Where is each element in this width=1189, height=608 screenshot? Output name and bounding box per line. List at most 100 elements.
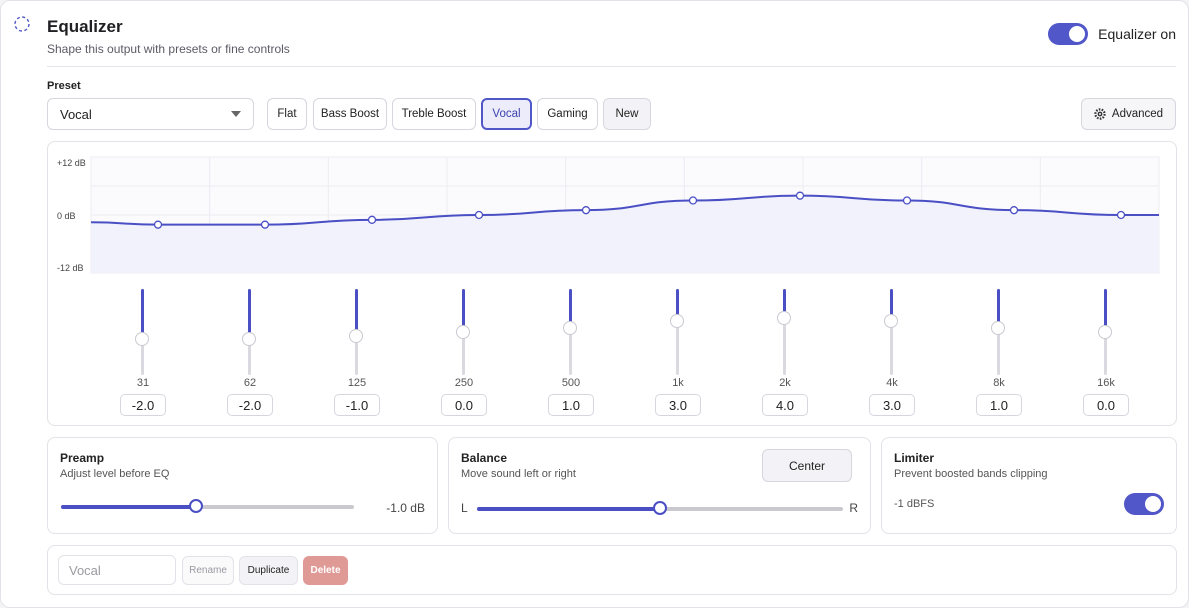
balance-desc: Move sound left or right <box>461 468 576 480</box>
preamp-card: Preamp Adjust level before EQ -1.0 dB <box>47 437 438 534</box>
center-button[interactable]: Center <box>762 449 852 482</box>
preset-label: Preset <box>47 80 81 92</box>
preset-name-input[interactable] <box>58 555 176 585</box>
header-divider <box>47 66 1176 67</box>
eq-curve-point[interactable] <box>1009 206 1019 215</box>
band-slider-thumb[interactable] <box>242 332 256 347</box>
toggle-knob <box>1145 496 1161 512</box>
band-control-4k: 4k 3.0 <box>862 289 922 419</box>
preamp-slider-fill <box>61 505 196 509</box>
eq-curve-point[interactable] <box>474 210 484 220</box>
preamp-slider-thumb[interactable] <box>188 499 203 513</box>
balance-slider-fill <box>477 507 660 511</box>
preamp-slider[interactable] <box>61 499 354 513</box>
preset-actions-bar: Rename Duplicate Delete <box>47 545 1177 595</box>
band-frequency-label: 4k <box>886 377 898 389</box>
band-frequency-label: 16k <box>1097 377 1115 389</box>
band-frequency-label: 31 <box>136 377 150 389</box>
band-slider-thumb[interactable] <box>349 328 363 343</box>
balance-left-label: L <box>461 501 468 515</box>
band-slider-thumb[interactable] <box>884 314 898 329</box>
band-slider-fill <box>248 289 251 340</box>
band-slider-thumb[interactable] <box>670 314 684 329</box>
preamp-title: Preamp <box>60 451 105 465</box>
band-frequency-label: 62 <box>243 377 257 389</box>
band-value-field[interactable]: 4.0 <box>762 394 808 416</box>
band-control-500: 500 1.0 <box>541 289 601 419</box>
eq-curve-graph <box>90 156 1160 274</box>
band-slider-fill <box>783 289 786 318</box>
preset-dropdown[interactable]: Vocal <box>47 98 254 130</box>
eq-curve-point[interactable] <box>260 220 270 229</box>
band-slider-track[interactable] <box>783 289 786 375</box>
bands-panel: +12 dB 0 dB -12 dB 31 -2.0 62 -2.0 125 -1.0 25… <box>47 141 1177 426</box>
band-slider-fill <box>1104 289 1107 332</box>
duplicate-button[interactable]: Duplicate <box>239 556 298 585</box>
band-slider-fill <box>141 289 144 340</box>
db-label-top: +12 dB <box>57 158 86 168</box>
preset-dropdown-value: Vocal <box>60 106 92 122</box>
band-slider-track[interactable] <box>676 289 679 375</box>
band-control-1k: 1k 3.0 <box>648 289 708 419</box>
band-value-field[interactable]: 0.0 <box>441 394 487 416</box>
preamp-value: -1.0 dB <box>386 501 425 515</box>
eq-curve-point[interactable] <box>688 196 698 205</box>
band-control-2k: 2k 4.0 <box>755 289 815 419</box>
band-slider-thumb[interactable] <box>1098 325 1112 339</box>
preset-chip-vocal[interactable]: Vocal <box>481 98 532 130</box>
band-slider-thumb[interactable] <box>135 332 149 347</box>
preset-chip-new[interactable]: New <box>603 98 651 130</box>
band-value-field[interactable]: 1.0 <box>976 394 1022 416</box>
limiter-toggle[interactable] <box>1124 493 1164 515</box>
band-value-field[interactable]: -2.0 <box>227 394 273 416</box>
eq-curve-point[interactable] <box>795 191 805 200</box>
band-frequency-label: 500 <box>561 377 581 389</box>
band-slider-thumb[interactable] <box>456 325 470 339</box>
equalizer-toggle[interactable] <box>1048 23 1089 45</box>
preset-chip-bass-boost[interactable]: Bass Boost <box>313 98 387 130</box>
eq-curve-area <box>91 195 1159 273</box>
band-value-field[interactable]: -1.0 <box>334 394 380 416</box>
equalizer-toggle-label: Equalizer on <box>1098 26 1176 42</box>
band-frequency-label: 125 <box>347 377 367 389</box>
delete-button[interactable]: Delete <box>303 556 348 585</box>
band-control-8k: 8k 1.0 <box>969 289 1029 419</box>
band-slider-thumb[interactable] <box>991 321 1005 336</box>
limiter-title: Limiter <box>894 451 935 465</box>
eq-curve-point[interactable] <box>581 206 591 215</box>
preset-chip-gaming[interactable]: Gaming <box>537 98 598 130</box>
band-value-field[interactable]: 3.0 <box>869 394 915 416</box>
band-slider-track[interactable] <box>890 289 893 375</box>
band-control-125: 125 -1.0 <box>327 289 387 419</box>
band-slider-fill <box>676 289 679 322</box>
band-control-250: 250 0.0 <box>434 289 494 419</box>
eq-curve-point[interactable] <box>367 215 377 224</box>
band-frequency-label: 1k <box>672 377 684 389</box>
page-subtitle: Shape this output with presets or fine c… <box>47 42 290 56</box>
advanced-button[interactable]: Advanced <box>1081 98 1176 130</box>
eq-curve-point[interactable] <box>153 220 163 229</box>
band-value-field[interactable]: 3.0 <box>655 394 701 416</box>
band-slider-thumb[interactable] <box>777 310 791 325</box>
balance-card: Balance Move sound left or right Center … <box>448 437 871 534</box>
db-label-zero: 0 dB <box>57 211 76 221</box>
band-slider-thumb[interactable] <box>563 321 577 336</box>
rename-button[interactable]: Rename <box>182 556 234 585</box>
eq-curve-point[interactable] <box>902 196 912 205</box>
preset-chip-flat[interactable]: Flat <box>267 98 307 130</box>
band-slider-fill <box>355 289 358 336</box>
band-value-field[interactable]: -2.0 <box>120 394 166 416</box>
balance-slider-thumb[interactable] <box>653 501 667 515</box>
chevron-down-icon <box>231 111 241 117</box>
limiter-value: -1 dBFS <box>894 498 935 510</box>
preset-chip-treble-boost[interactable]: Treble Boost <box>392 98 476 130</box>
equalizer-toggle-group: Equalizer on <box>1048 23 1176 45</box>
advanced-button-label: Advanced <box>1111 108 1164 120</box>
eq-curve-point[interactable] <box>1116 210 1126 220</box>
toggle-knob <box>1069 26 1086 42</box>
balance-slider[interactable] <box>477 501 843 515</box>
band-value-field[interactable]: 0.0 <box>1083 394 1129 416</box>
db-label-bottom: -12 dB <box>57 263 84 273</box>
band-value-field[interactable]: 1.0 <box>548 394 594 416</box>
